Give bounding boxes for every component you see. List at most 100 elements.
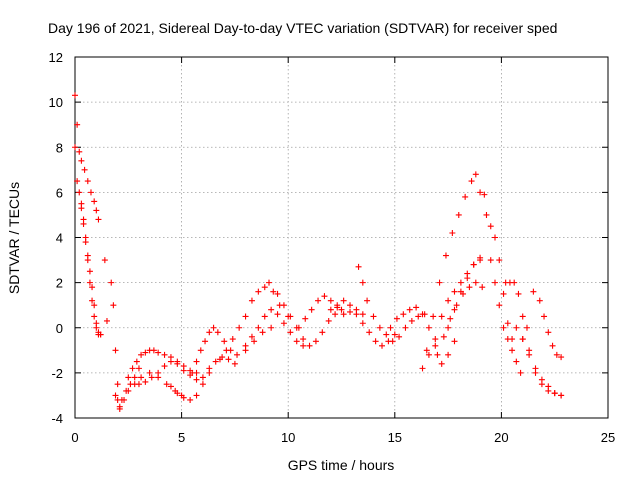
data-point bbox=[261, 284, 268, 291]
data-point bbox=[268, 306, 275, 313]
data-point bbox=[549, 342, 556, 349]
data-point bbox=[80, 216, 87, 223]
data-point bbox=[419, 365, 426, 372]
series-arc-17 bbox=[419, 257, 484, 372]
data-point bbox=[400, 311, 407, 318]
data-point bbox=[425, 324, 432, 331]
data-point bbox=[302, 315, 309, 322]
data-point bbox=[110, 302, 117, 309]
data-point bbox=[479, 284, 486, 291]
data-point bbox=[199, 374, 206, 381]
data-point bbox=[451, 288, 458, 295]
grid-lines bbox=[75, 57, 608, 418]
data-point bbox=[78, 157, 85, 164]
data-point bbox=[457, 279, 464, 286]
data-point bbox=[266, 279, 273, 286]
data-point bbox=[108, 279, 115, 286]
tick-labels: 0 5 10 15 20 25 -4 -2 0 2 4 6 8 10 12 bbox=[49, 50, 616, 445]
data-point bbox=[93, 320, 100, 327]
series-arc-18 bbox=[423, 171, 488, 354]
data-point bbox=[236, 324, 243, 331]
data-point bbox=[212, 358, 219, 365]
data-point bbox=[84, 252, 91, 259]
data-point bbox=[295, 324, 302, 331]
data-point bbox=[91, 198, 98, 205]
data-point bbox=[419, 311, 426, 318]
x-tick-label: 10 bbox=[281, 430, 295, 445]
data-point bbox=[500, 324, 507, 331]
data-point bbox=[74, 121, 81, 128]
data-point bbox=[138, 374, 145, 381]
series-arc-24 bbox=[519, 336, 565, 399]
data-point bbox=[112, 392, 119, 399]
data-point bbox=[379, 342, 386, 349]
data-point bbox=[306, 342, 313, 349]
data-point bbox=[434, 351, 441, 358]
data-point bbox=[214, 329, 221, 336]
series-arc-12 bbox=[274, 290, 345, 349]
data-point bbox=[477, 254, 484, 261]
series-arc-21 bbox=[483, 211, 524, 376]
data-point bbox=[161, 363, 168, 370]
data-point bbox=[125, 387, 132, 394]
data-point bbox=[558, 392, 565, 399]
data-point bbox=[389, 338, 396, 345]
data-point bbox=[81, 166, 88, 173]
y-tick-label: 8 bbox=[56, 140, 63, 155]
data-point bbox=[268, 324, 275, 331]
data-point bbox=[135, 381, 142, 388]
series-arc-4 bbox=[101, 257, 142, 412]
data-point bbox=[121, 396, 128, 403]
data-point bbox=[492, 234, 499, 241]
data-point bbox=[225, 356, 232, 363]
data-point bbox=[509, 347, 516, 354]
data-point bbox=[496, 302, 503, 309]
x-tick-label: 20 bbox=[494, 430, 508, 445]
data-point bbox=[526, 351, 533, 358]
data-point bbox=[242, 342, 249, 349]
data-point bbox=[515, 290, 522, 297]
data-point bbox=[202, 338, 209, 345]
y-axis-label: SDTVAR / TECUs bbox=[6, 182, 22, 294]
data-point bbox=[142, 349, 149, 356]
data-point bbox=[402, 324, 409, 331]
data-point bbox=[455, 211, 462, 218]
data-point bbox=[287, 329, 294, 336]
data-point bbox=[91, 313, 98, 320]
y-tick-label: 0 bbox=[56, 321, 63, 336]
data-point bbox=[308, 306, 315, 313]
data-point bbox=[470, 261, 477, 268]
data-point bbox=[423, 347, 430, 354]
data-point bbox=[457, 288, 464, 295]
data-point bbox=[519, 313, 526, 320]
data-point bbox=[163, 381, 170, 388]
data-point bbox=[91, 302, 98, 309]
series-arc-16 bbox=[387, 304, 458, 367]
data-point bbox=[453, 302, 460, 309]
data-point bbox=[334, 302, 341, 309]
data-point bbox=[519, 336, 526, 343]
data-point bbox=[347, 308, 354, 315]
data-point bbox=[545, 387, 552, 394]
data-point bbox=[319, 329, 326, 336]
data-point bbox=[466, 284, 473, 291]
data-point bbox=[481, 191, 488, 198]
y-tick-label: 4 bbox=[56, 231, 63, 246]
data-point bbox=[114, 396, 121, 403]
y-tick-label: 12 bbox=[49, 50, 63, 65]
data-point bbox=[372, 338, 379, 345]
series-arc-20 bbox=[445, 254, 484, 331]
y-tick-label: -4 bbox=[51, 411, 63, 426]
data-point bbox=[353, 311, 360, 318]
data-point bbox=[155, 349, 162, 356]
data-point bbox=[468, 178, 475, 185]
data-marks bbox=[72, 92, 565, 412]
data-point bbox=[86, 268, 93, 275]
series-arc-25 bbox=[530, 288, 565, 361]
data-point bbox=[248, 297, 255, 304]
y-tick-label: 10 bbox=[49, 95, 63, 110]
data-point bbox=[187, 396, 194, 403]
data-point bbox=[180, 394, 187, 401]
chart-title: Day 196 of 2021, Sidereal Day-to-day VTE… bbox=[48, 20, 557, 36]
